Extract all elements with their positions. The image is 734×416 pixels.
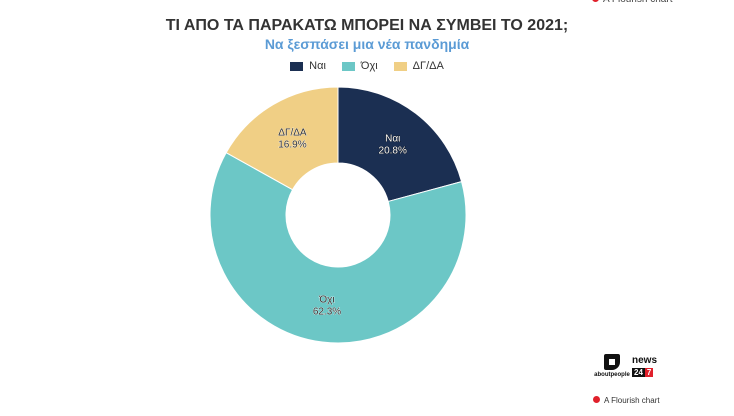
chart-title: ΤΙ ΑΠΟ ΤΑ ΠΑΡΑΚΑΤΩ ΜΠΟΡΕΙ ΝΑ ΣΥΜΒΕΙ ΤΟ 2…: [165, 17, 569, 34]
aboutpeople-text: aboutpeople: [594, 372, 630, 378]
slice-category-label-no: Όχι: [318, 294, 334, 305]
bottom-flourish-text: A Flourish chart: [604, 396, 660, 405]
slice-value-label-dk: 16.9%: [278, 139, 306, 150]
legend-swatch-dk: [393, 61, 407, 71]
donut-slice-yes[interactable]: [337, 86, 463, 203]
news-num-24: 24: [632, 368, 645, 377]
donut-slice-no[interactable]: [209, 151, 467, 344]
legend-label-dk: ΔΓ/ΔΑ: [412, 60, 444, 72]
chart-subtitle: Να ξεσπάσει μια νέα πανδημία: [264, 36, 470, 52]
aboutpeople-logo: aboutpeople: [594, 354, 630, 378]
news-num-7: 7: [644, 368, 654, 377]
news247-logo: news 24 7: [632, 356, 657, 377]
slice-category-label-dk: ΔΓ/ΔΑ: [278, 127, 307, 138]
legend-swatch-no: [341, 61, 355, 71]
top-flourish-credit[interactable]: A Flourish chart: [592, 0, 672, 5]
bottom-flourish-credit[interactable]: A Flourish chart: [593, 396, 660, 405]
slice-value-label-yes: 20.8%: [379, 146, 407, 157]
top-flourish-text: A Flourish chart: [603, 0, 672, 5]
legend-item-dk[interactable]: ΔΓ/ΔΑ: [393, 60, 444, 72]
legend-item-yes[interactable]: Ναι: [290, 60, 326, 72]
flourish-dot-icon: [593, 396, 600, 404]
aboutpeople-mark-icon: [604, 354, 620, 370]
donut-slice-dk[interactable]: [225, 86, 339, 191]
legend-label-yes: Ναι: [309, 60, 326, 72]
legend-item-no[interactable]: Όχι: [341, 60, 378, 72]
legend-label-no: Όχι: [360, 60, 378, 72]
news-word: news: [632, 355, 658, 366]
chart-legend: Ναι Όχι ΔΓ/ΔΑ: [0, 60, 734, 72]
slice-value-label-no: 62.3%: [313, 306, 341, 317]
slice-category-label-yes: Ναι: [385, 134, 400, 145]
legend-swatch-yes: [290, 61, 304, 71]
flourish-dot-icon: [592, 0, 599, 2]
